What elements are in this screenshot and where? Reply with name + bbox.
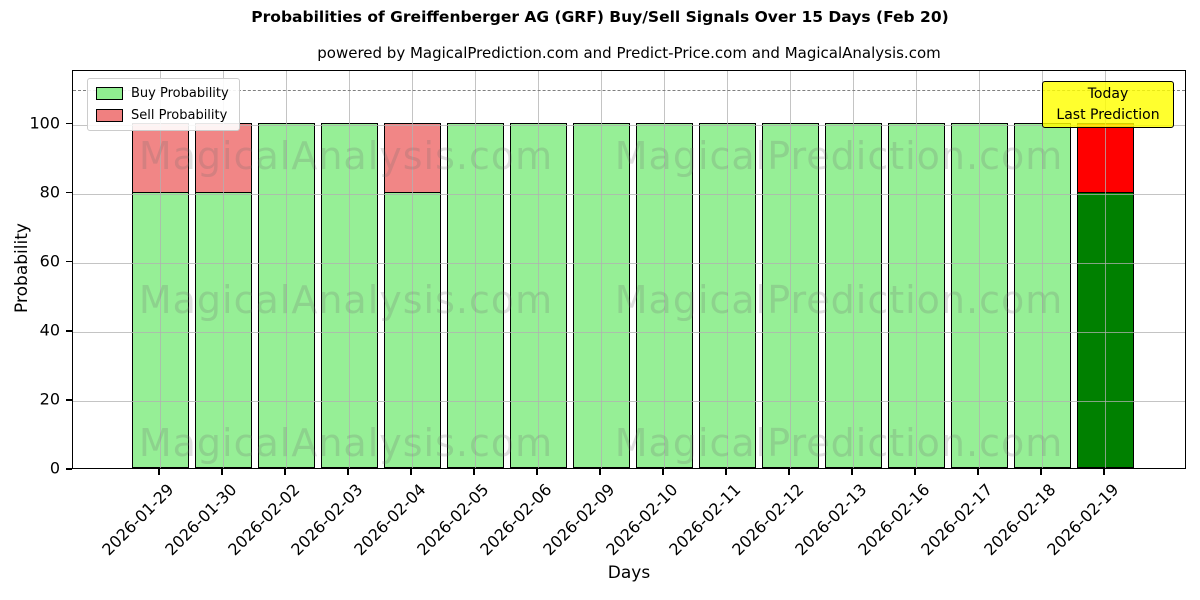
gridline-vertical [1104,71,1106,468]
today-annotation-line2: Last Prediction [1056,106,1160,123]
watermark-magicalanalysis: MagicalAnalysis.com [138,278,554,322]
gridline-vertical [600,71,602,468]
x-tick-mark [977,469,979,475]
plot-area: MagicalAnalysis.com MagicalPrediction.com… [72,70,1186,469]
watermark-magicalanalysis: MagicalAnalysis.com [138,134,554,178]
y-tick-mark [66,468,72,470]
y-tick-mark [66,261,72,263]
x-tick-mark [725,469,727,475]
x-tick-mark [851,469,853,475]
y-tick-label: 60 [39,251,60,271]
x-tick-mark [158,469,160,475]
y-tick-mark [66,399,72,401]
y-tick-label: 40 [39,320,60,340]
y-tick-label: 0 [49,458,60,478]
gridline-vertical [348,71,350,468]
gridline-vertical [159,71,161,468]
legend-label-buy: Buy Probability [131,86,229,101]
chart-title: Probabilities of Greiffenberger AG (GRF)… [251,8,949,26]
x-tick-mark [347,469,349,475]
chart-subtitle: powered by MagicalPrediction.com and Pre… [317,44,941,62]
x-tick-mark [914,469,916,475]
gridline-vertical [537,71,539,468]
gridline-vertical [852,71,854,468]
x-tick-mark [1040,469,1042,475]
gridline-horizontal [73,400,1185,402]
legend-label-sell: Sell Probability [131,108,228,123]
x-tick-mark [1103,469,1105,475]
buy-swatch-icon [96,87,123,100]
gridline-vertical [915,71,917,468]
x-tick-mark [410,469,412,475]
legend: Buy Probability Sell Probability [87,78,240,131]
x-tick-mark [284,469,286,475]
gridline-vertical [789,71,791,468]
x-tick-mark [662,469,664,475]
x-tick-mark [536,469,538,475]
watermark-layer: MagicalAnalysis.com MagicalPrediction.com… [73,71,1185,468]
gridline-vertical [663,71,665,468]
x-tick-mark [788,469,790,475]
x-axis-title: Days [607,563,651,583]
gridline-horizontal [73,124,1185,126]
gridline-vertical [411,71,413,468]
watermark-magicalprediction: MagicalPrediction.com [614,134,1064,178]
threshold-dashed-line [73,90,1185,91]
grid-layer [73,71,1185,468]
watermark-magicalanalysis: MagicalAnalysis.com [138,421,554,465]
x-tick-mark [221,469,223,475]
gridline-horizontal [73,262,1185,264]
watermark-magicalprediction: MagicalPrediction.com [614,278,1064,322]
y-tick-mark [66,191,72,194]
y-tick-label: 80 [39,182,60,202]
gridline-horizontal [73,193,1185,195]
gridline-vertical [1041,71,1043,468]
x-tick-mark [473,469,475,475]
sell-swatch-icon [96,109,123,122]
y-tick-label: 20 [39,389,60,409]
gridline-vertical [222,71,224,468]
gridline-horizontal [73,331,1185,333]
x-tick-mark [599,469,601,475]
y-tick-label: 100 [29,113,60,133]
gridline-vertical [978,71,980,468]
gridline-vertical [474,71,476,468]
y-tick-mark [66,330,72,332]
legend-item-sell: Sell Probability [96,108,229,123]
legend-item-buy: Buy Probability [96,86,229,101]
today-annotation-line1: Today [1087,86,1129,103]
y-tick-mark [66,122,72,125]
watermark-magicalprediction: MagicalPrediction.com [614,421,1064,465]
gridline-vertical [285,71,287,468]
gridline-vertical [726,71,728,468]
y-axis-title: Probability [12,223,32,313]
today-annotation: Today Last Prediction [1042,81,1174,128]
